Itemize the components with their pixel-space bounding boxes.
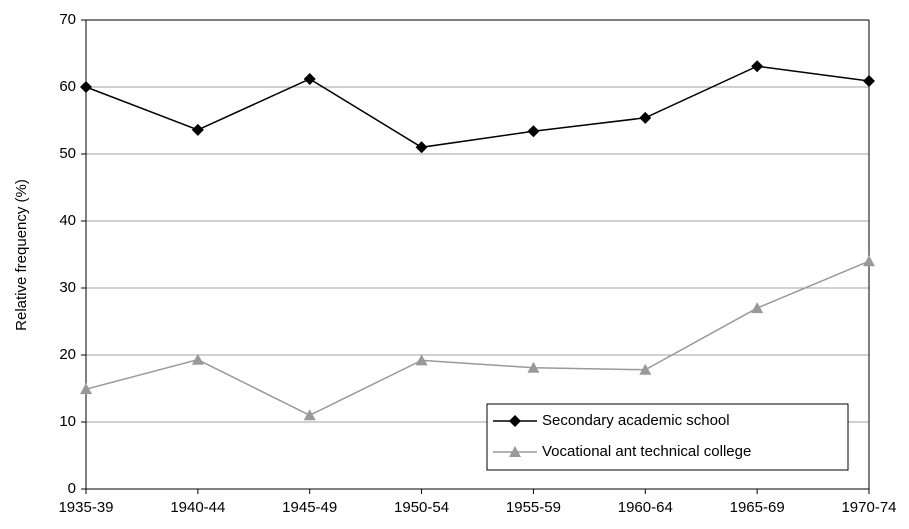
point [191, 353, 204, 365]
point [751, 302, 764, 314]
y-tick-label: 30 [59, 279, 76, 296]
point [415, 354, 428, 366]
point [639, 363, 652, 375]
x-tick-label: 1940-44 [170, 499, 225, 516]
legend-label: Vocational ant technical college [542, 443, 751, 460]
point [509, 446, 521, 457]
y-tick-label: 40 [59, 212, 76, 229]
x-tick-label: 1955-59 [506, 499, 561, 516]
x-tick-label: 1960-64 [618, 499, 673, 516]
y-tick-label: 60 [59, 78, 76, 95]
series-line [85, 260, 870, 417]
point [303, 72, 316, 85]
point [191, 123, 204, 136]
y-tick-label: 0 [68, 480, 76, 497]
x-tick-label: 1945-49 [282, 499, 337, 516]
legend-label: Secondary academic school [542, 412, 730, 429]
x-tick-label: 1935-39 [58, 499, 113, 516]
point [639, 111, 652, 124]
point [415, 141, 428, 154]
legend-box [486, 403, 849, 471]
x-tick-label: 1950-54 [394, 499, 449, 516]
x-tick-label: 1970-74 [841, 499, 896, 516]
x-tick-label: 1965-69 [730, 499, 785, 516]
point [527, 125, 540, 138]
series-line [85, 65, 870, 149]
y-tick-label: 50 [59, 145, 76, 162]
y-tick-label: 10 [59, 413, 76, 430]
y-tick-label: 70 [59, 11, 76, 28]
point [80, 383, 92, 395]
point [751, 60, 764, 73]
point [863, 74, 875, 87]
point [527, 361, 540, 373]
point [863, 255, 875, 267]
y-axis-label: Relative frequency (%) [13, 179, 30, 331]
y-tick-label: 20 [59, 346, 76, 363]
point [80, 81, 92, 93]
point [303, 409, 316, 421]
point [509, 415, 521, 427]
